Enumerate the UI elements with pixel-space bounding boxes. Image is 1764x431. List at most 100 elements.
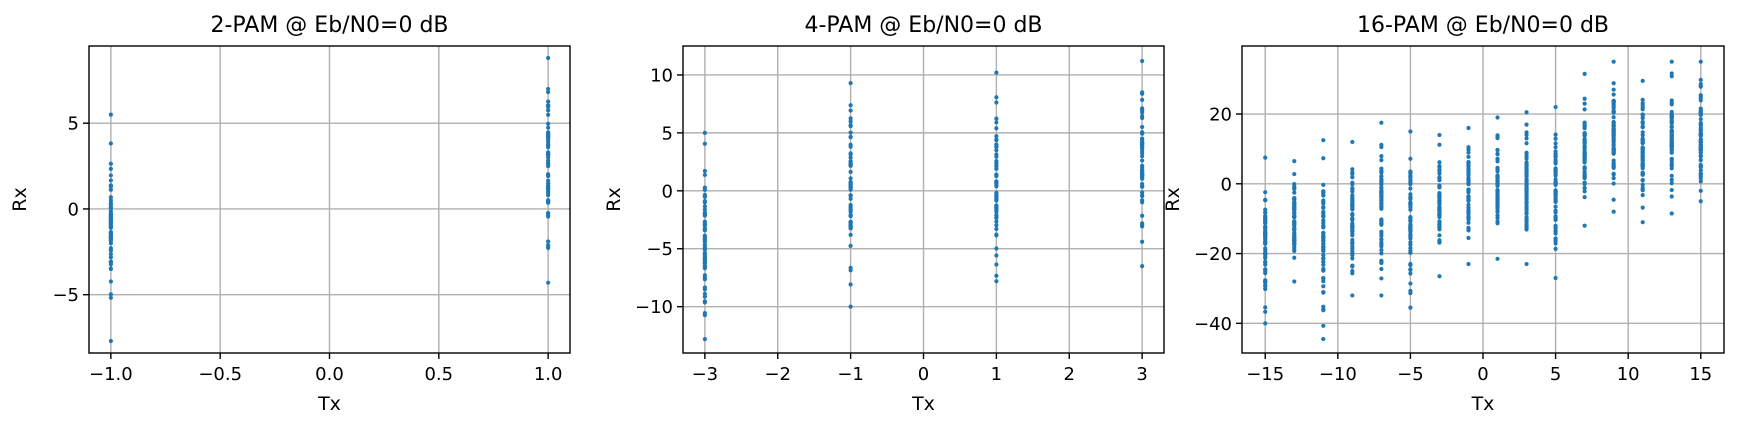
data-point <box>1466 177 1471 182</box>
data-point <box>702 266 707 271</box>
data-point <box>1263 255 1268 261</box>
data-point <box>1466 202 1471 207</box>
data-point <box>1466 196 1471 201</box>
data-point <box>546 181 551 186</box>
x-tick-label: 1 <box>991 364 1002 385</box>
data-point <box>1611 143 1616 149</box>
data-point <box>848 205 853 210</box>
data-point <box>1524 219 1529 224</box>
data-point <box>1263 280 1268 285</box>
data-point <box>1611 120 1616 125</box>
x-tick-label: 15 <box>1689 364 1712 385</box>
data-point <box>1379 174 1384 179</box>
data-point <box>1263 190 1268 195</box>
data-point <box>108 202 113 207</box>
data-point <box>108 295 113 300</box>
data-point <box>1321 276 1326 281</box>
data-point <box>994 232 999 237</box>
data-point <box>1698 158 1703 163</box>
data-point <box>108 292 113 297</box>
data-point <box>994 172 999 177</box>
data-point <box>1640 146 1645 151</box>
data-point <box>546 239 551 244</box>
data-point <box>108 173 113 178</box>
data-point <box>108 338 113 344</box>
data-point <box>1292 230 1297 235</box>
x-tick-label: 0 <box>1477 364 1488 385</box>
x-tick-label: −10 <box>1319 364 1357 385</box>
data-point <box>546 121 551 126</box>
data-point <box>1437 160 1442 165</box>
x-axis-label: Tx <box>317 393 341 415</box>
data-point <box>702 141 707 146</box>
data-point <box>1379 158 1384 163</box>
data-point <box>994 193 999 198</box>
data-point <box>1466 220 1471 225</box>
data-point <box>848 108 853 113</box>
data-point <box>1669 173 1674 178</box>
data-point <box>1582 107 1587 112</box>
data-point <box>1408 271 1413 276</box>
data-point <box>702 212 707 217</box>
axis-ticks: −1.0 −0.5 0.0 0.5 1.0 −5 0 5 <box>52 114 562 385</box>
data-point <box>1350 206 1355 211</box>
data-point <box>848 196 853 201</box>
data-point <box>702 221 707 226</box>
x-tick-label: 10 <box>1617 364 1640 385</box>
data-point <box>702 185 707 190</box>
data-point <box>994 215 999 220</box>
data-point <box>1263 219 1268 224</box>
data-point <box>1524 261 1529 267</box>
data-point <box>108 262 113 267</box>
data-point <box>108 211 113 216</box>
data-point <box>1321 189 1326 194</box>
data-point <box>1350 202 1355 208</box>
data-point <box>994 126 999 131</box>
data-point <box>1698 172 1703 177</box>
data-point <box>1379 217 1384 222</box>
data-point <box>546 193 551 198</box>
data-point <box>1524 160 1529 165</box>
data-point <box>1466 161 1471 166</box>
data-point <box>1553 210 1558 215</box>
data-point <box>1698 179 1703 184</box>
data-point <box>1350 195 1355 200</box>
data-point <box>1466 164 1471 169</box>
data-point <box>848 243 853 248</box>
data-point <box>702 250 707 255</box>
data-point <box>994 219 999 224</box>
data-point <box>994 273 999 278</box>
data-point <box>108 166 113 171</box>
data-point <box>1437 191 1442 196</box>
data-point <box>1292 247 1297 252</box>
data-point <box>1379 194 1384 199</box>
data-point <box>1379 293 1384 298</box>
data-point <box>1611 123 1616 128</box>
data-point <box>1495 221 1500 226</box>
data-point <box>1350 256 1355 261</box>
data-point <box>1466 150 1471 155</box>
data-point <box>1582 186 1587 191</box>
data-point <box>1640 116 1645 121</box>
data-point <box>1292 236 1297 242</box>
data-point <box>1437 233 1442 238</box>
data-point <box>1495 256 1500 261</box>
data-point <box>994 134 999 139</box>
data-point <box>702 277 707 282</box>
data-point <box>1669 124 1674 129</box>
data-point <box>1466 172 1471 177</box>
subplot-title: 16-PAM @ Eb/N0=0 dB <box>1357 13 1609 38</box>
data-point <box>848 135 853 140</box>
scatter-points <box>108 55 551 344</box>
data-point <box>108 248 113 253</box>
data-point <box>1140 181 1145 187</box>
data-point <box>1640 170 1645 176</box>
data-point <box>1553 196 1558 201</box>
data-point <box>848 219 853 225</box>
data-point <box>1669 194 1674 199</box>
data-point <box>1379 251 1384 256</box>
data-point <box>546 108 551 113</box>
y-tick-label: 10 <box>650 65 673 86</box>
data-point <box>1379 222 1384 227</box>
data-point <box>108 161 113 166</box>
